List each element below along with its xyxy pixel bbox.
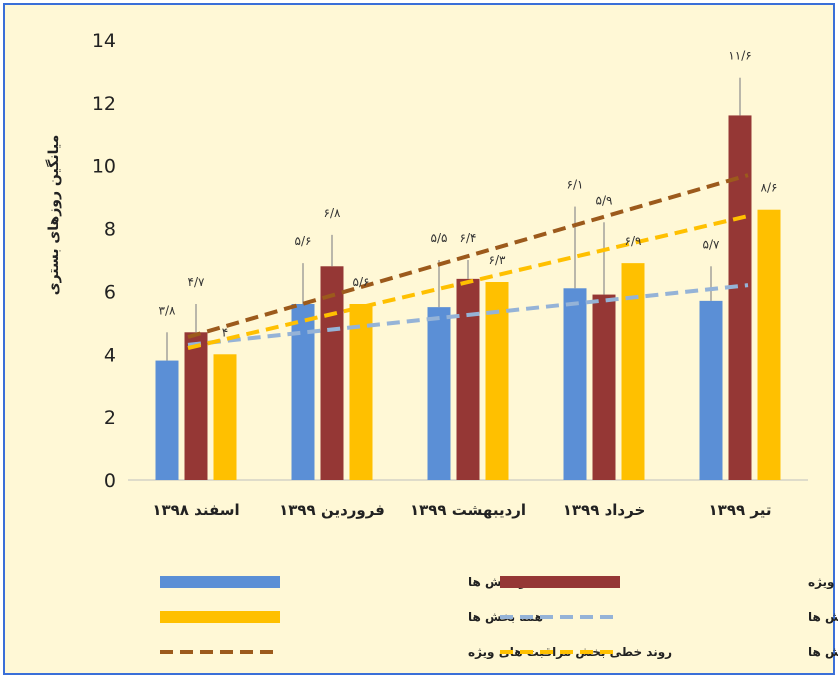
trendlines-layer: [187, 173, 749, 350]
x-tick-label: خرداد ۱۳۹۹: [563, 501, 646, 519]
x-tick-label: تیر ۱۳۹۹: [709, 501, 772, 519]
data-label: ۳/۸: [159, 303, 176, 317]
bar: [456, 278, 480, 480]
bar: [349, 304, 373, 480]
bar: [592, 294, 616, 480]
legend-label: روند خطی سایر بخش ها: [808, 610, 838, 625]
x-tick-label: اردیبهشت ۱۳۹۹: [410, 501, 526, 519]
data-label: ۶/۳: [489, 253, 506, 267]
y-tick-label: 14: [92, 30, 116, 52]
axes: 0 2 4 6 8 10 12 14 اسفند ۱۳۹۸ فروردین ۱۳۹۹ اردیبهش…: [92, 30, 808, 519]
bar: [563, 288, 587, 480]
legend: سایر بخش ها بخش مراقبت های ویژه همه بخش ها…: [160, 575, 838, 660]
legend-swatch: [160, 611, 280, 623]
y-tick-label: 10: [92, 156, 116, 178]
data-label: ۶/۴: [460, 231, 477, 245]
data-label: ۶/۹: [625, 234, 642, 248]
y-tick-label: 2: [104, 407, 116, 429]
bar: [757, 209, 781, 480]
bar: [427, 307, 451, 480]
data-label: ۵/۷: [703, 237, 720, 251]
data-label: ۵/۹: [596, 193, 613, 207]
bar: [621, 263, 645, 480]
trendline: [187, 173, 749, 339]
y-axis-title: میانگین روزهای بستری: [45, 135, 62, 295]
legend-item: همه بخش ها: [160, 610, 543, 624]
legend-swatch: [160, 576, 280, 588]
bar: [213, 354, 237, 480]
y-tick-label: 0: [104, 470, 116, 492]
data-label: ۵/۵: [431, 231, 448, 245]
x-tick-label: فروردین ۱۳۹۹: [279, 501, 385, 519]
bar: [320, 266, 344, 480]
legend-item: روند خطی بخش مراقبت های ویژه: [160, 645, 672, 660]
data-label: ۶/۱: [567, 178, 584, 192]
x-tick-label: اسفند ۱۳۹۸: [152, 501, 239, 519]
data-label: ۶/۸: [324, 206, 341, 220]
legend-label: بخش مراقبت های ویژه: [808, 575, 838, 590]
legend-label: روند خطی همه بخش ها: [808, 645, 838, 660]
data-labels-layer: ۳/۸ ۵/۶ ۵/۵ ۶/۱ ۵/۷ ۴/۷ ۶/۸ ۶/۴ ۵/۹ ۱۱/۶ ۴ ۵/۶ ۶/۳ ۶/…: [159, 49, 778, 340]
bar: [728, 115, 752, 480]
bar: [699, 300, 723, 480]
legend-item: بخش مراقبت های ویژه: [500, 575, 838, 590]
bar: [291, 304, 315, 480]
trendline: [187, 214, 749, 350]
bar: [184, 332, 208, 480]
data-label: ۴: [222, 325, 228, 339]
y-tick-label: 6: [104, 281, 116, 303]
legend-item: روند خطی همه بخش ها: [500, 645, 838, 660]
legend-swatch: [500, 576, 620, 588]
data-label: ۵/۶: [295, 234, 312, 248]
data-label: ۸/۶: [761, 181, 778, 195]
legend-item: روند خطی سایر بخش ها: [500, 610, 838, 625]
data-label: ۱۱/۶: [728, 49, 751, 63]
trendline: [187, 283, 749, 347]
data-label: ۴/۷: [188, 275, 205, 289]
bar: [485, 282, 509, 480]
chart-frame: [3, 3, 835, 675]
data-label: ۵/۶: [353, 275, 370, 289]
y-tick-label: 4: [104, 344, 116, 366]
bar: [155, 360, 179, 480]
y-tick-label: 12: [92, 93, 116, 115]
y-tick-label: 8: [104, 219, 116, 241]
bars-layer: [155, 77, 781, 480]
legend-item: سایر بخش ها: [160, 575, 548, 589]
